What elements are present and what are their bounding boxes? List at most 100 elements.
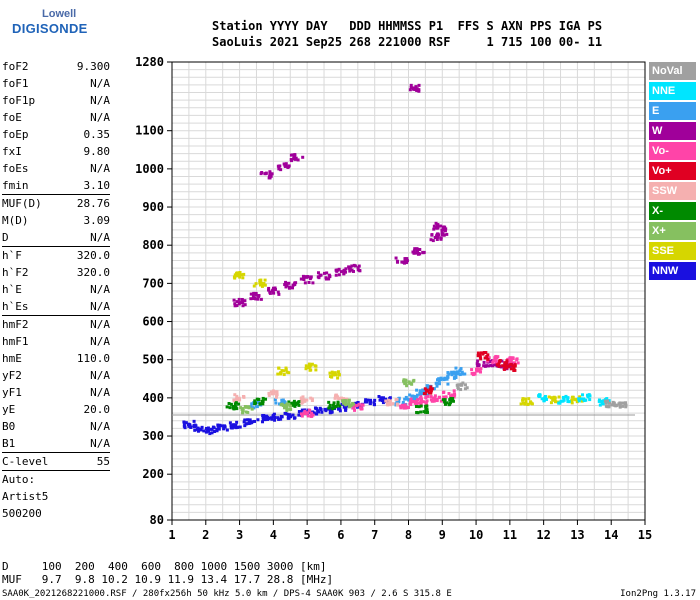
data-point-w: [289, 153, 293, 157]
data-point-nne: [566, 399, 570, 403]
data-point-nne: [562, 398, 566, 402]
data-point-sse: [233, 276, 237, 280]
data-point-vo-: [474, 367, 478, 371]
data-point-w: [489, 363, 493, 367]
data-point-nnw: [381, 399, 385, 403]
data-point-e: [421, 388, 425, 392]
data-point-w: [322, 271, 326, 275]
data-point-nne: [600, 401, 604, 405]
data-point-e: [395, 400, 399, 404]
data-point-e: [443, 377, 447, 381]
data-point-vo-: [478, 370, 482, 374]
data-point-x-: [424, 410, 428, 414]
data-point-vo-: [355, 403, 359, 407]
legend-item: E: [649, 102, 696, 120]
data-point-x-: [448, 401, 452, 405]
data-point-noval: [621, 404, 625, 408]
data-point-ssw: [310, 397, 314, 401]
data-point-x+: [283, 403, 287, 407]
ionogram-chart: 1 2 3 4 5 6 7 8 9 10 11 12 13 14 158020030040050060070…: [135, 55, 652, 542]
param-value: N/A: [90, 300, 110, 313]
data-point-vo+: [512, 366, 516, 370]
data-point-w: [254, 297, 258, 301]
data-point-x-: [445, 401, 449, 405]
data-point-w: [432, 227, 436, 231]
data-point-x-: [233, 402, 237, 406]
data-point-ssw: [237, 396, 241, 400]
data-point-nnw: [285, 412, 289, 416]
data-point-nne: [587, 393, 591, 397]
data-point-w: [269, 174, 273, 178]
data-point-e: [411, 394, 415, 398]
data-point-nne: [581, 393, 585, 397]
x-tick-label: 11: [503, 528, 517, 542]
param-value: N/A: [90, 162, 110, 175]
data-point-x-: [254, 401, 258, 405]
data-point-x+: [241, 411, 245, 415]
data-point-w: [488, 359, 492, 363]
data-point-ssw: [387, 398, 391, 402]
data-point-vo-: [470, 368, 474, 372]
data-point-noval: [607, 401, 611, 405]
data-point-nnw: [297, 413, 301, 417]
data-point-vo-: [421, 400, 425, 404]
y-tick-label: 80: [150, 513, 164, 527]
param-label: Artist5: [2, 490, 49, 503]
data-point-x+: [402, 378, 406, 382]
data-point-x+: [246, 405, 250, 409]
data-point-vo+: [504, 362, 508, 366]
data-point-sse: [241, 276, 245, 280]
param-label: foF1p: [2, 94, 36, 107]
data-point-w: [442, 228, 446, 232]
x-tick-label: 9: [439, 528, 446, 542]
data-point-noval: [604, 404, 608, 408]
data-point-nnw: [248, 418, 252, 422]
data-point-nnw: [337, 407, 341, 411]
data-point-sse: [284, 366, 288, 370]
data-point-sse: [314, 364, 318, 368]
data-point-nnw: [279, 414, 283, 418]
data-point-sse: [259, 283, 263, 287]
data-point-vo-: [435, 397, 439, 401]
data-point-x+: [347, 398, 351, 402]
data-point-w: [283, 164, 287, 168]
param-label: foF2: [2, 60, 29, 73]
data-point-w: [291, 283, 295, 287]
data-point-e: [458, 373, 462, 377]
x-tick-label: 8: [405, 528, 412, 542]
data-point-vo+: [479, 357, 483, 361]
param-label: MUF(D): [2, 197, 42, 210]
data-point-e: [454, 372, 458, 376]
data-point-vo-: [414, 402, 418, 406]
data-point-sse: [570, 398, 574, 402]
legend-item: SSW: [649, 182, 696, 200]
y-tick-label: 700: [142, 276, 164, 290]
data-point-w: [270, 172, 274, 176]
data-point-e: [414, 395, 418, 399]
data-point-ssw: [305, 398, 309, 402]
data-point-nnw: [328, 411, 332, 415]
data-point-nnw: [208, 432, 212, 436]
data-point-w: [350, 264, 354, 268]
data-point-x+: [288, 407, 292, 411]
legend-item: NNW: [649, 262, 696, 280]
param-row: foF1p N/A: [2, 92, 110, 109]
data-point-vo+: [509, 362, 513, 366]
data-point-w: [395, 259, 399, 263]
data-point-w: [325, 271, 329, 275]
y-tick-label: 200: [142, 467, 164, 481]
y-tick-label: 600: [142, 315, 164, 329]
data-point-nnw: [372, 401, 376, 405]
data-point-sse: [519, 402, 523, 406]
data-point-nne: [542, 399, 546, 403]
param-value: 20.0: [83, 403, 111, 416]
data-point-vo-: [442, 395, 446, 399]
data-point-w: [342, 272, 346, 276]
data-point-w: [287, 281, 291, 285]
data-point-sse: [337, 373, 341, 377]
data-point-x-: [448, 398, 452, 402]
data-point-sse: [284, 368, 288, 372]
param-row: fmin 3.10: [2, 177, 110, 194]
param-label: fxI: [2, 145, 22, 158]
data-point-nnw: [210, 431, 214, 435]
